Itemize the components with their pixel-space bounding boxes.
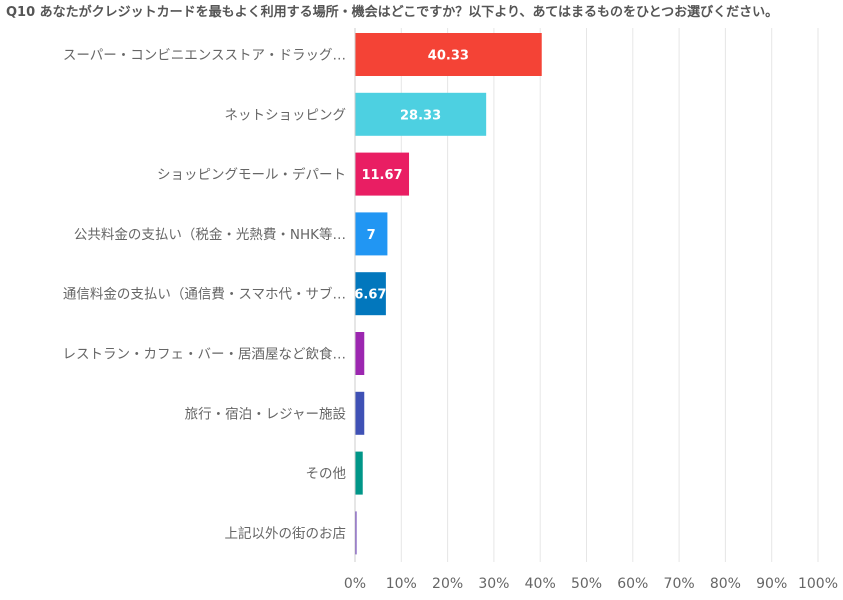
value-label: 7 (367, 228, 376, 243)
category-label: レストラン・カフェ・バー・居酒屋など飲食… (63, 346, 347, 363)
chart-title: Q10 あなたがクレジットカードを最もよく利用する場所・機会はどこですか？以下よ… (6, 5, 779, 20)
x-tick-label: 100% (798, 576, 838, 592)
bar (355, 212, 388, 256)
category-label: その他 (306, 466, 347, 482)
category-label: ネットショッピング (225, 107, 347, 123)
bar (355, 391, 365, 435)
bar (355, 272, 386, 316)
value-label: 40.33 (428, 49, 469, 64)
bar (355, 33, 542, 76)
x-tick-label: 60% (617, 576, 648, 592)
bar (355, 511, 357, 555)
bar (355, 152, 410, 196)
x-tick-label: 40% (525, 576, 556, 592)
bar (355, 92, 487, 136)
x-tick-label: 0% (344, 576, 366, 592)
x-tick-label: 20% (432, 576, 463, 592)
x-tick-label: 80% (710, 576, 741, 592)
x-tick-label: 50% (571, 576, 602, 592)
value-label: 6.67 (354, 288, 386, 303)
bar (355, 332, 365, 375)
x-tick-label: 90% (756, 576, 787, 592)
category-label: 通信料金の支払い（通信費・スマホ代・サブ… (63, 286, 346, 303)
category-label: 公共料金の支払い（税金・光熱費・NHK等… (74, 226, 346, 243)
category-label: ショッピングモール・デパート (157, 166, 346, 183)
category-label: 旅行・宿泊・レジャー施設 (185, 405, 347, 422)
value-label: 11.67 (361, 168, 402, 183)
x-tick-label: 70% (664, 576, 695, 592)
x-tick-label: 30% (478, 576, 509, 592)
category-label: 上記以外の街のお店 (225, 525, 347, 542)
x-tick-label: 10% (386, 576, 417, 592)
value-label: 28.33 (400, 108, 441, 123)
category-label: スーパー・コンビニエンスストア・ドラッグ… (63, 48, 346, 64)
bar (355, 451, 363, 495)
